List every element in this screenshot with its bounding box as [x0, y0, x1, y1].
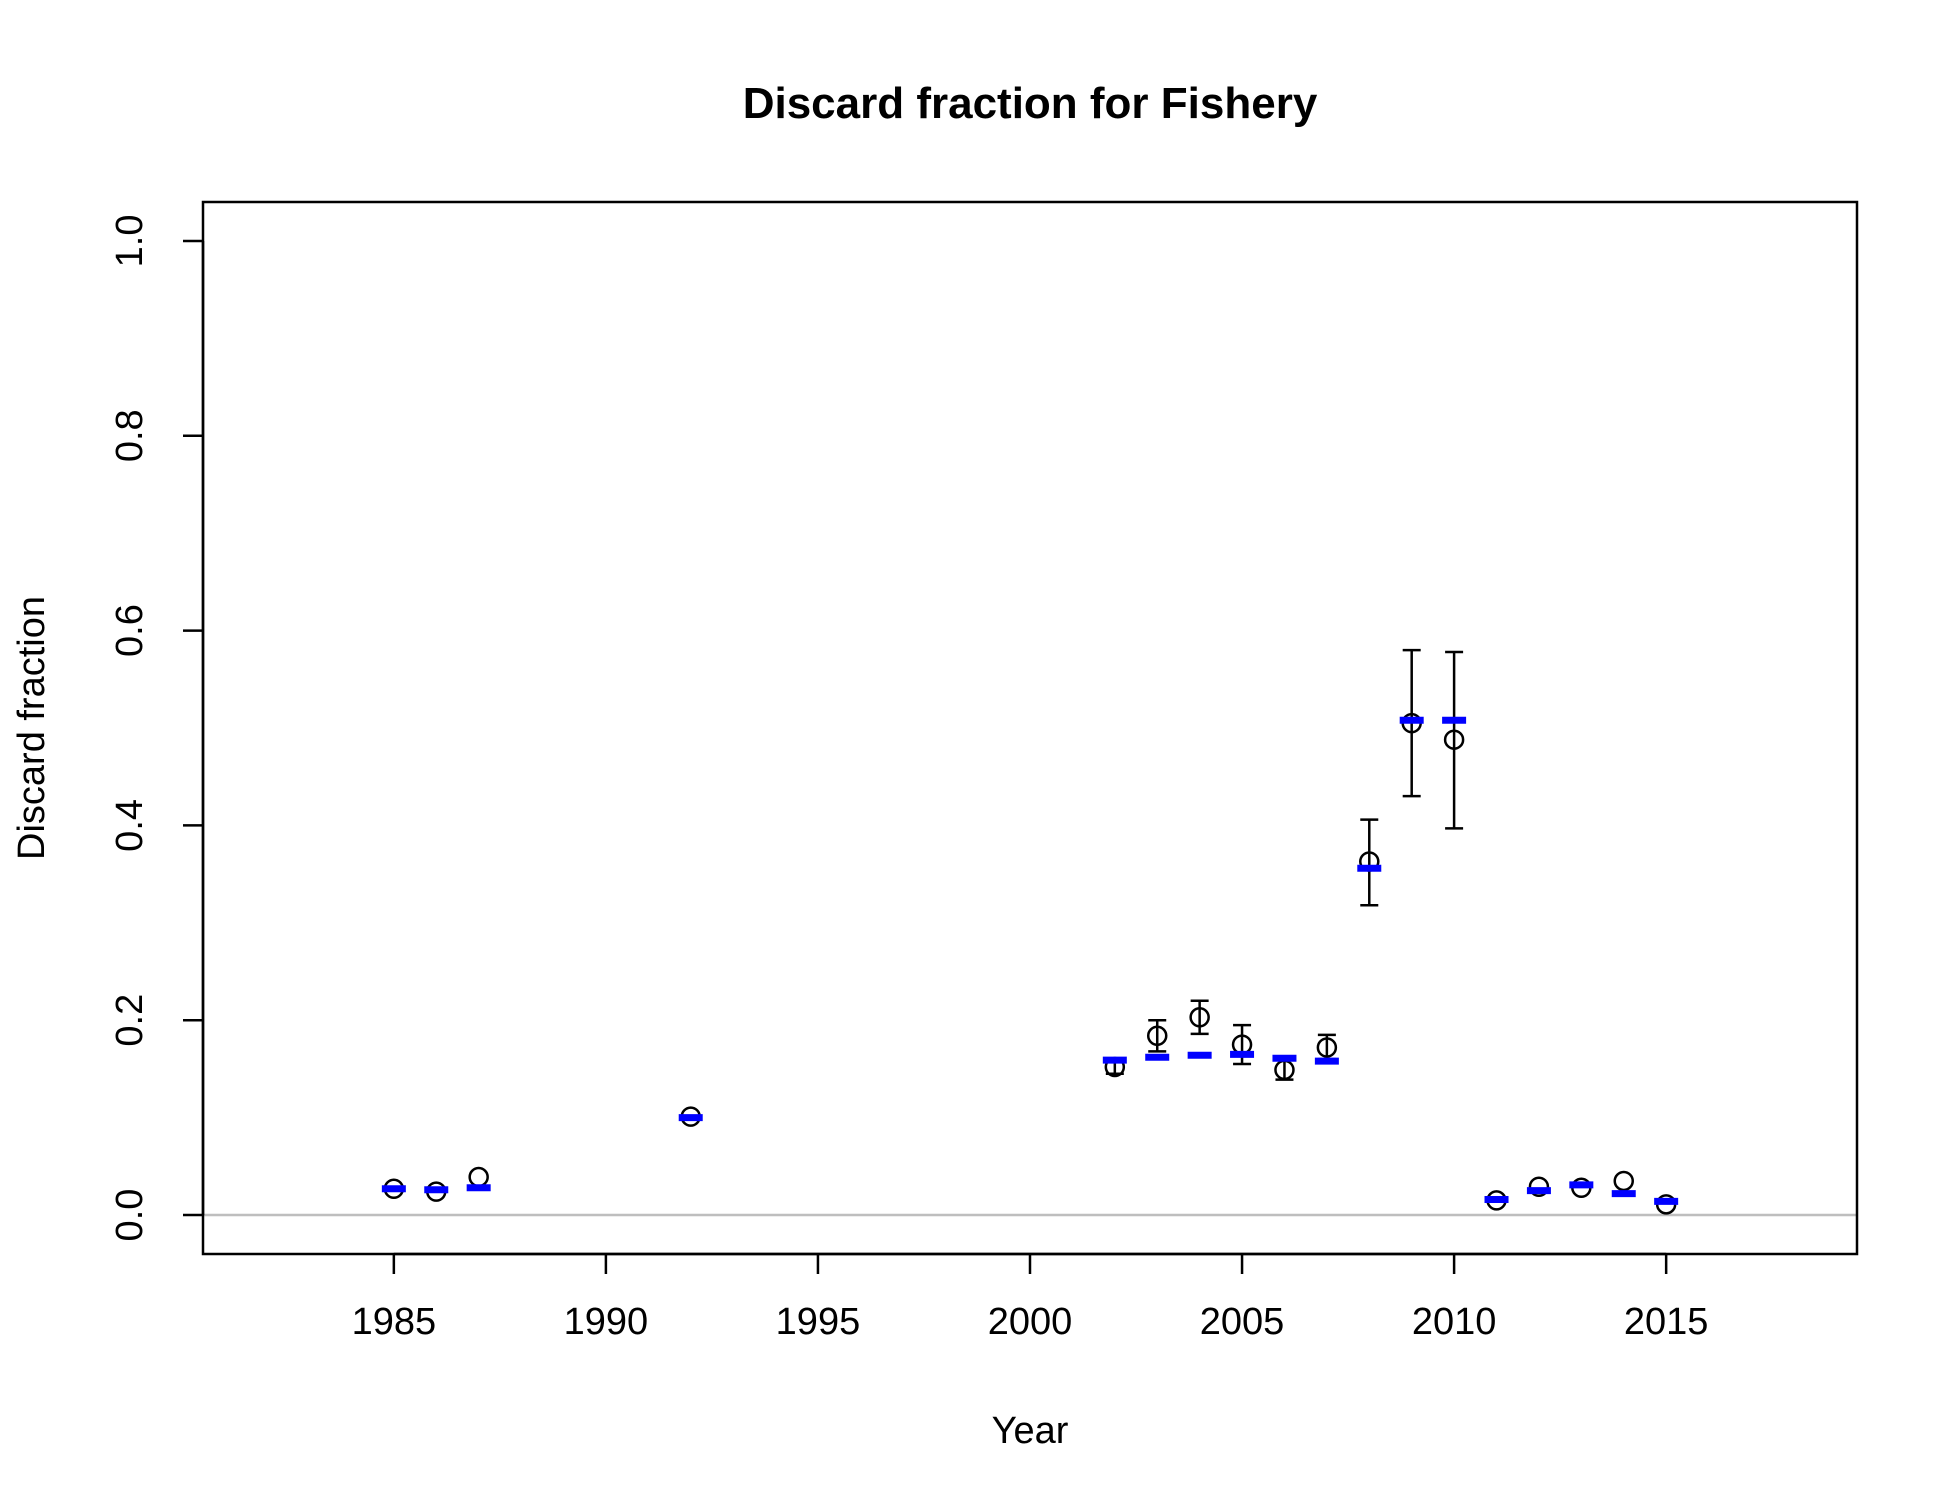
- y-tick-label-1: 0.2: [109, 994, 151, 1047]
- chart-title: Discard fraction for Fishery: [743, 79, 1318, 128]
- observed-point-2014: [1613, 1170, 1634, 1192]
- x-tick-label-1990: 1990: [564, 1301, 649, 1343]
- x-tick-label-2015: 2015: [1624, 1301, 1709, 1343]
- y-tick-label-5: 1.0: [109, 215, 151, 268]
- plot-area: [203, 648, 1857, 1217]
- observed-point-2003: [1146, 1025, 1168, 1047]
- y-tick-label-0: 0.0: [109, 1189, 151, 1242]
- observed-point-2004: [1189, 1007, 1210, 1028]
- x-tick-label-2000: 2000: [988, 1301, 1073, 1343]
- x-tick-label-1995: 1995: [776, 1301, 861, 1343]
- x-tick-label-2010: 2010: [1412, 1301, 1497, 1343]
- plot-frame: [201, 200, 1859, 1256]
- x-axis-label: Year: [992, 1410, 1069, 1452]
- observed-point-2007: [1316, 1037, 1338, 1058]
- observed-point-1987: [468, 1166, 489, 1188]
- y-tick-label-4: 0.8: [109, 409, 151, 462]
- y-tick-label-3: 0.6: [109, 604, 151, 657]
- observed-point-2012: [1528, 1176, 1550, 1198]
- y-tick-label-2: 0.4: [109, 799, 151, 852]
- y-axis-label: Discard fraction: [11, 596, 53, 860]
- observed-point-2010: [1443, 729, 1465, 750]
- x-tick-label-2005: 2005: [1200, 1301, 1285, 1343]
- x-tick-label-1985: 1985: [352, 1301, 437, 1343]
